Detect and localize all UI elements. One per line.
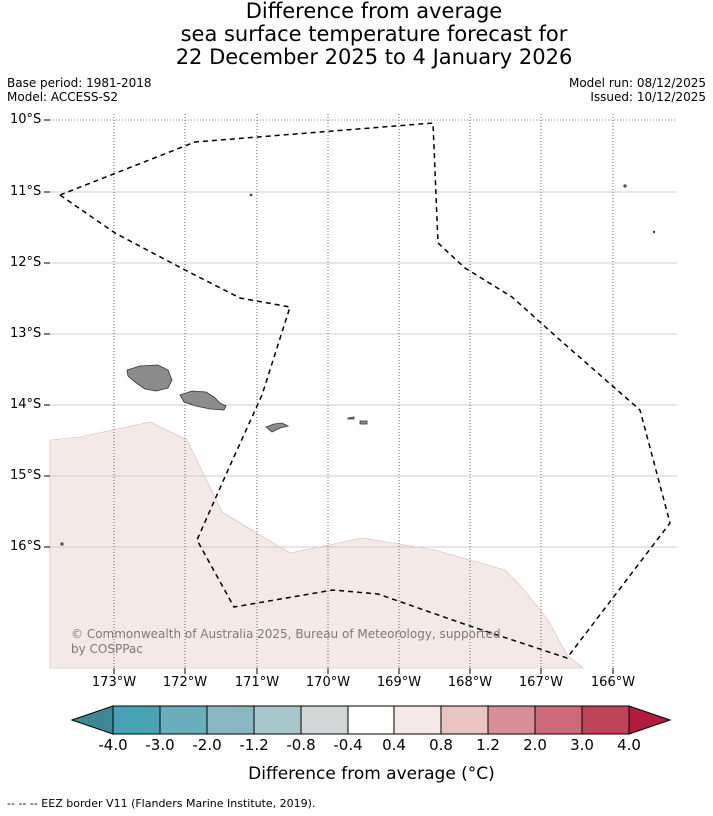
- colorbar-tick-7: 0.4: [382, 736, 406, 754]
- colorbar-tick-8: 0.8: [429, 736, 453, 754]
- lon-label-167w: 167°W: [518, 675, 564, 690]
- lat-label-11s: 11°S: [10, 184, 42, 199]
- colorbar-high-extension: [628, 705, 672, 735]
- colorbar-segment-6: [347, 705, 395, 735]
- colorbar-tick-2: -3.0: [145, 736, 175, 754]
- chart-title: Difference from average sea surface temp…: [0, 0, 713, 69]
- lon-label-169w: 169°W: [376, 675, 422, 690]
- eez-borders: [59, 122, 671, 659]
- colorbar-segment-9: [487, 705, 536, 735]
- savaii-island: [126, 364, 173, 392]
- lat-label-12s: 12°S: [10, 255, 42, 270]
- colorbar-segment-5: [300, 705, 349, 735]
- small-islet-2: [652, 230, 656, 234]
- eez-footnote: -- -- -- EEZ border V11 (Flanders Marine…: [7, 797, 316, 810]
- ofu-island: [347, 416, 355, 420]
- lon-label-172w: 172°W: [162, 675, 208, 690]
- title-line-2: sea surface temperature forecast for: [180, 22, 568, 46]
- colorbar-segment-8: [440, 705, 489, 735]
- tau-island: [359, 420, 368, 425]
- lon-label-173w: 173°W: [91, 675, 137, 690]
- colorbar-segment-4: [253, 705, 302, 735]
- colorbar-tick-4: -1.2: [239, 736, 269, 754]
- copyright-line-1: © Commonwealth of Australia 2025, Bureau…: [71, 627, 501, 641]
- colorbar-segment-7: [393, 705, 442, 735]
- meta-right: Model run: 08/12/2025 Issued: 10/12/2025: [569, 76, 706, 104]
- latitude-gridlines: [50, 191, 677, 548]
- lat-label-15s: 15°S: [10, 468, 42, 483]
- copyright-line-2: by COSPPac: [71, 642, 143, 656]
- colorbar-tick-9: 1.2: [476, 736, 500, 754]
- colorbar-segment-3: [206, 705, 255, 735]
- colorbar-tick-6: -0.4: [333, 736, 363, 754]
- copyright-notice: © Commonwealth of Australia 2025, Bureau…: [71, 627, 501, 657]
- american-samoa-eez-border: [59, 122, 671, 659]
- title-line-1: Difference from average: [245, 0, 503, 23]
- colorbar-segment-10: [534, 705, 583, 735]
- axis-ticks: [44, 119, 614, 674]
- colorbar: [70, 705, 672, 735]
- colorbar-low-extension: [70, 705, 114, 735]
- swains-island: [249, 193, 253, 197]
- lat-label-10s: 10°S: [10, 112, 42, 127]
- tutuila-island: [265, 422, 290, 433]
- lon-label-170w: 170°W: [305, 675, 351, 690]
- anomaly-region: [49, 421, 584, 669]
- colorbar-tick-12: 4.0: [617, 736, 641, 754]
- samoa-islands: [60, 184, 656, 546]
- lat-label-16s: 16°S: [10, 539, 42, 554]
- colorbar-tick-3: -2.0: [192, 736, 222, 754]
- lat-label-14s: 14°S: [10, 397, 42, 412]
- lon-label-168w: 168°W: [447, 675, 493, 690]
- title-line-3: 22 December 2025 to 4 January 2026: [175, 45, 573, 69]
- base-period-text: Base period: 1981-2018: [7, 76, 152, 90]
- small-islet-1: [623, 184, 627, 188]
- colorbar-segment-2: [159, 705, 208, 735]
- colorbar-segment-11: [581, 705, 630, 735]
- lat-label-13s: 13°S: [10, 326, 42, 341]
- colorbar-segment-1: [112, 705, 161, 735]
- colorbar-tick-10: 2.0: [523, 736, 547, 754]
- issued-text: Issued: 10/12/2025: [590, 90, 706, 104]
- colorbar-tick-5: -0.8: [286, 736, 316, 754]
- model-run-text: Model run: 08/12/2025: [568, 76, 706, 90]
- small-islet-3: [60, 542, 64, 546]
- colorbar-tick-1: -4.0: [98, 736, 128, 754]
- lon-label-166w: 166°W: [590, 675, 636, 690]
- colorbar-tick-11: 3.0: [570, 736, 594, 754]
- lon-label-171w: 171°W: [234, 675, 280, 690]
- colorbar-label: Difference from average (°C): [248, 764, 495, 784]
- longitude-gridlines: [113, 114, 614, 668]
- model-text: Model: ACCESS-S2: [7, 90, 119, 104]
- meta-left: Base period: 1981-2018 Model: ACCESS-S2: [7, 76, 152, 104]
- upolu-island: [179, 390, 227, 411]
